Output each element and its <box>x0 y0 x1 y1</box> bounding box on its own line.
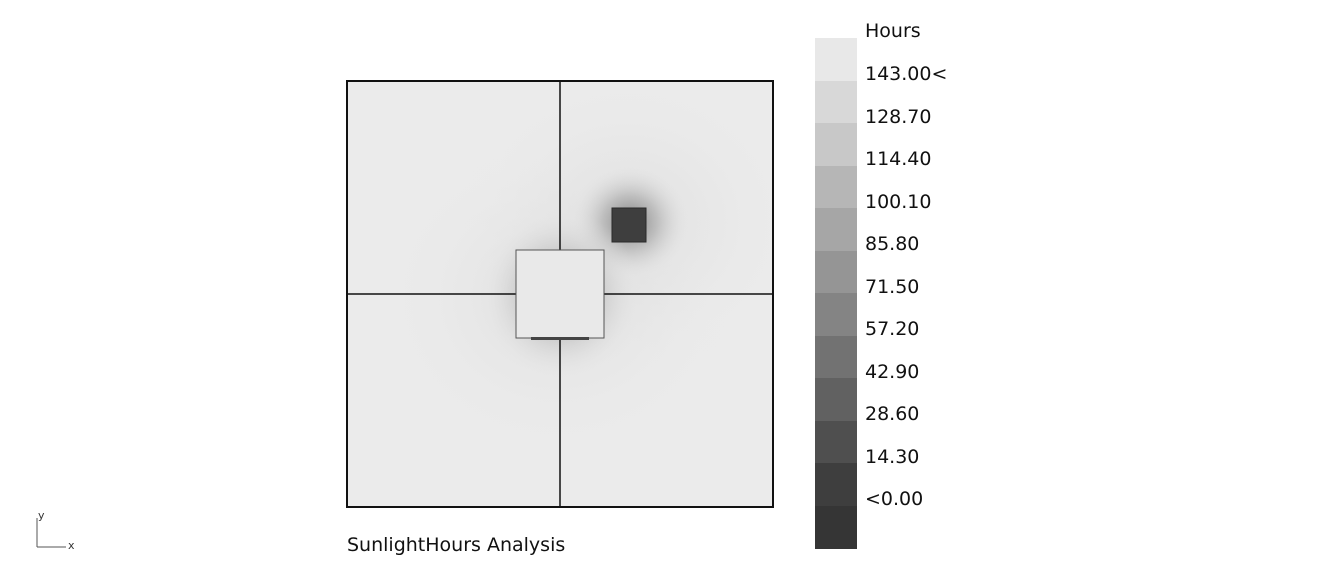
small-block <box>611 207 647 243</box>
legend-title: Hours <box>865 20 921 42</box>
legend-label: 42.90 <box>865 360 920 383</box>
legend-swatch <box>815 208 857 251</box>
axis-gizmo-icon <box>36 518 66 548</box>
legend-swatch <box>815 420 857 464</box>
legend-label: 100.10 <box>865 190 932 213</box>
main-building <box>515 249 605 339</box>
legend-swatch <box>815 293 857 336</box>
legend-swatch <box>815 165 857 209</box>
analysis-caption: SunlightHours Analysis <box>347 534 566 556</box>
legend-label: 14.30 <box>865 445 920 468</box>
sunlight-heatmap <box>348 82 772 506</box>
legend-swatch <box>815 80 857 124</box>
legend-swatch <box>815 335 857 379</box>
building-edge-bar <box>531 337 589 340</box>
axis-x-label: x <box>68 539 75 552</box>
legend-swatch <box>815 505 857 549</box>
legend-swatch <box>815 378 857 421</box>
legend-swatch <box>815 463 857 506</box>
legend-swatch <box>815 250 857 294</box>
legend-label: <0.00 <box>865 488 924 510</box>
site-plan <box>346 80 774 508</box>
legend-swatch <box>815 38 857 81</box>
legend-label: 28.60 <box>865 403 920 425</box>
legend-swatch <box>815 123 857 166</box>
legend-label: 143.00< <box>865 63 948 85</box>
axis-gizmo: y x <box>34 509 84 552</box>
axis-y-label: y <box>38 509 45 522</box>
legend-label: 57.20 <box>865 318 920 340</box>
legend-label: 128.70 <box>865 105 932 128</box>
legend-label: 114.40 <box>865 148 932 170</box>
legend-label: 85.80 <box>865 233 920 255</box>
legend-label: 71.50 <box>865 275 920 298</box>
